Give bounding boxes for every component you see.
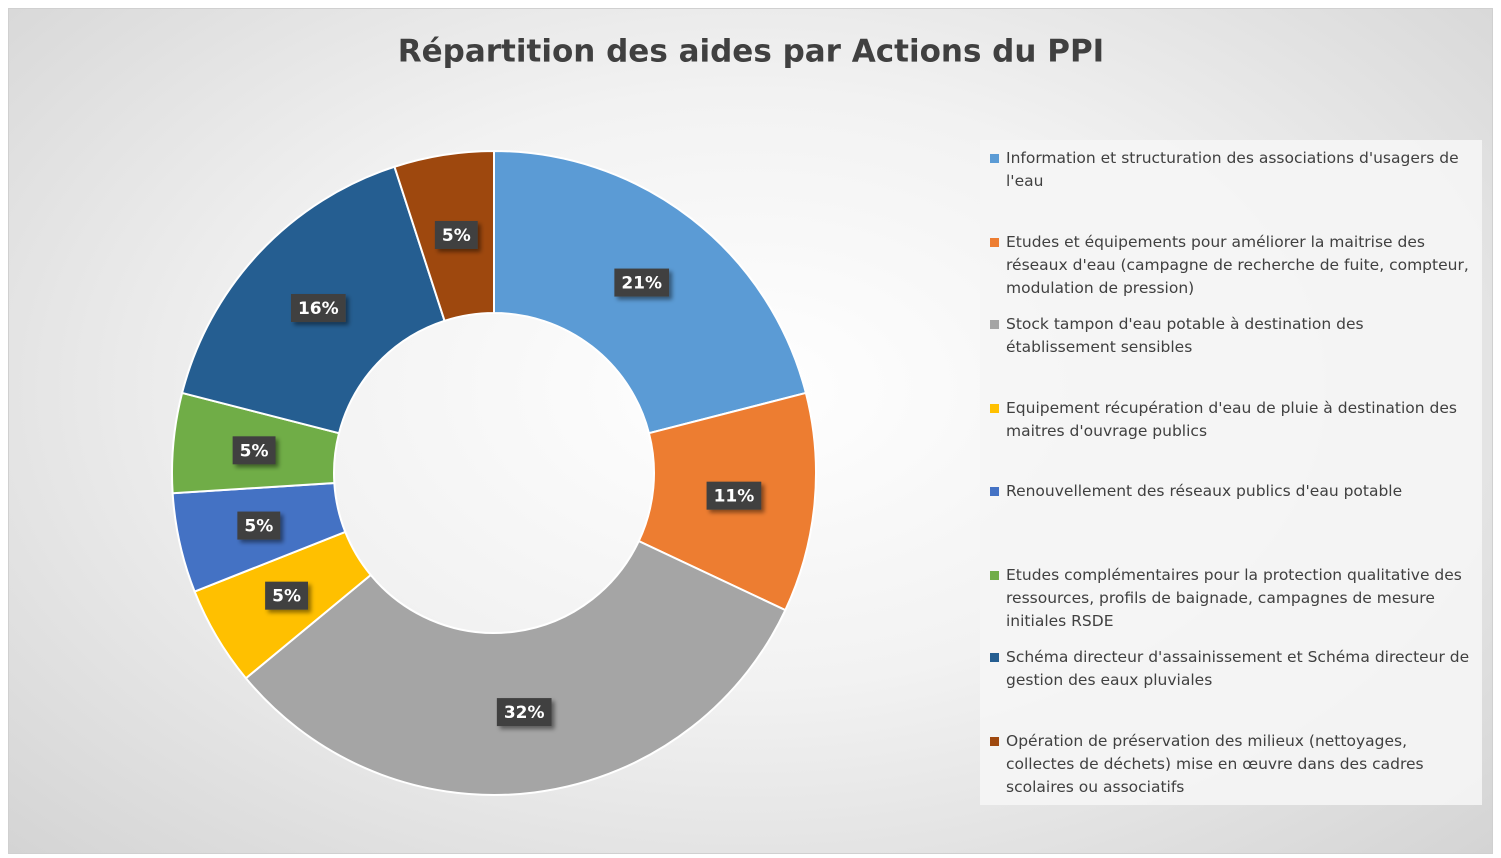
data-label: 5% [272, 587, 301, 607]
data-label-group: 16% [290, 294, 346, 323]
data-label-box [265, 581, 308, 610]
legend-label: Etudes complémentaires pour la protectio… [1006, 566, 1462, 630]
data-label: 32% [504, 703, 545, 723]
data-label-group: 5% [265, 581, 308, 610]
data-label-box [496, 698, 552, 727]
legend-swatch [990, 154, 999, 163]
chart-title: Répartition des aides par Actions du PPI [398, 34, 1104, 70]
legend-swatch [990, 653, 999, 662]
data-label: 21% [621, 274, 662, 294]
legend-item: Renouvellement des réseaux publics d'eau… [990, 480, 1475, 503]
legend-label: Opération de préservation des milieux (n… [1006, 732, 1424, 796]
data-label-group: 11% [706, 481, 762, 510]
legend-swatch [990, 487, 999, 496]
legend-item: Etudes et équipements pour améliorer la … [990, 231, 1475, 300]
legend-label: Renouvellement des réseaux publics d'eau… [1006, 482, 1403, 500]
data-label-group: 5% [237, 511, 281, 540]
legend-item: Information et structuration des associa… [990, 147, 1475, 193]
data-label: 5% [240, 441, 269, 461]
data-label-box [706, 481, 762, 510]
legend-item: Schéma directeur d'assainissement et Sch… [990, 646, 1475, 692]
legend-item: Opération de préservation des milieux (n… [990, 730, 1475, 799]
legend-item: Equipement récupération d'eau de pluie à… [990, 397, 1475, 443]
data-label-box [434, 220, 478, 249]
data-label: 11% [714, 487, 755, 507]
data-label-group: 21% [614, 268, 670, 297]
legend-item: Etudes complémentaires pour la protectio… [990, 564, 1475, 633]
data-label-box [290, 294, 346, 323]
data-label-box [237, 511, 281, 540]
legend-swatch [990, 404, 999, 413]
slice [244, 539, 787, 796]
legend-label: Etudes et équipements pour améliorer la … [1006, 233, 1469, 297]
data-label-box [614, 268, 670, 297]
data-label-group: 32% [496, 698, 552, 727]
legend-label: Schéma directeur d'assainissement et Sch… [1006, 648, 1470, 689]
legend-swatch [990, 238, 999, 247]
data-label: 16% [298, 299, 339, 319]
data-label-group: 5% [232, 436, 276, 465]
data-label-group: 5% [434, 220, 478, 249]
legend-item: Stock tampon d'eau potable à destination… [990, 313, 1475, 359]
legend-label: Equipement récupération d'eau de pluie à… [1006, 399, 1457, 440]
legend: Information et structuration des associa… [980, 140, 1482, 805]
legend-swatch [990, 737, 999, 746]
data-label-box [232, 436, 276, 465]
legend-swatch [990, 320, 999, 329]
data-label: 5% [244, 517, 273, 537]
legend-label: Information et structuration des associa… [1006, 149, 1459, 190]
data-label: 5% [442, 226, 471, 246]
legend-label: Stock tampon d'eau potable à destination… [1006, 315, 1364, 356]
legend-swatch [990, 571, 999, 580]
